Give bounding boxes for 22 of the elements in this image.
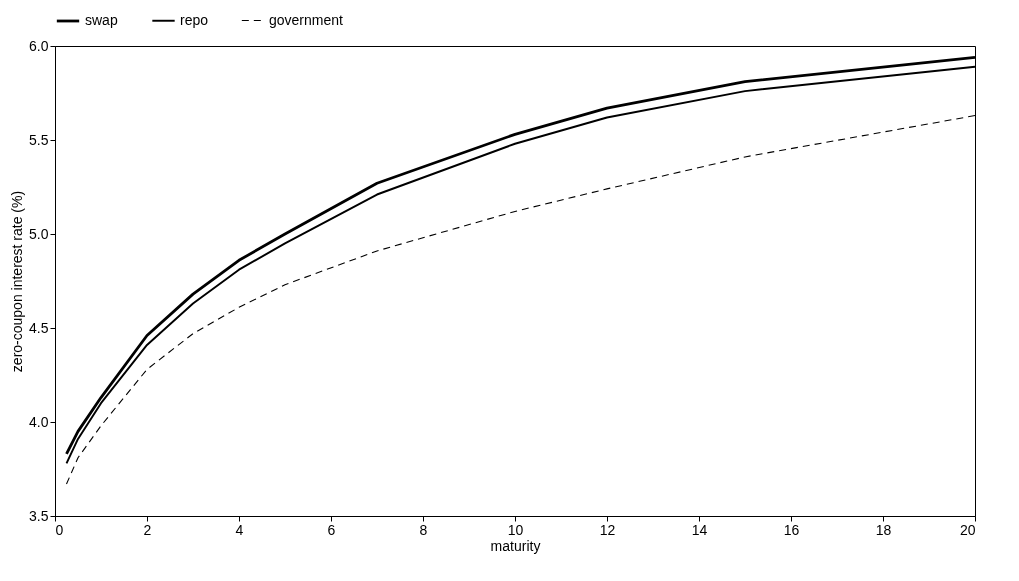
x-tick-label: 12 [599, 521, 616, 538]
y-axis-title: zero-coupon interest rate (%) [9, 190, 26, 373]
legend-label: government [269, 11, 344, 28]
y-tick-label: 4.5 [29, 319, 49, 336]
x-tick-label: 0 [55, 521, 64, 538]
x-axis-title: maturity [490, 537, 541, 554]
y-tick-label: 4.0 [29, 413, 49, 430]
legend-label: repo [180, 11, 209, 28]
x-tick-label: 8 [419, 521, 428, 538]
x-tick-label: 4 [235, 521, 244, 538]
x-tick-label: 18 [875, 521, 892, 538]
y-tick-label: 5.5 [29, 131, 49, 148]
legend-label: swap [85, 12, 118, 28]
x-tick-label: 2 [143, 521, 152, 538]
x-tick-label: 6 [327, 521, 336, 538]
x-tick-label: 14 [691, 521, 708, 538]
y-tick-label: 5.0 [29, 225, 49, 242]
x-tick-label: 20 [959, 521, 976, 538]
x-tick-label: 10 [507, 521, 524, 538]
y-tick-label: 3.5 [29, 507, 49, 524]
y-tick-label: 6.0 [29, 37, 49, 54]
x-tick-label: 16 [783, 521, 800, 538]
